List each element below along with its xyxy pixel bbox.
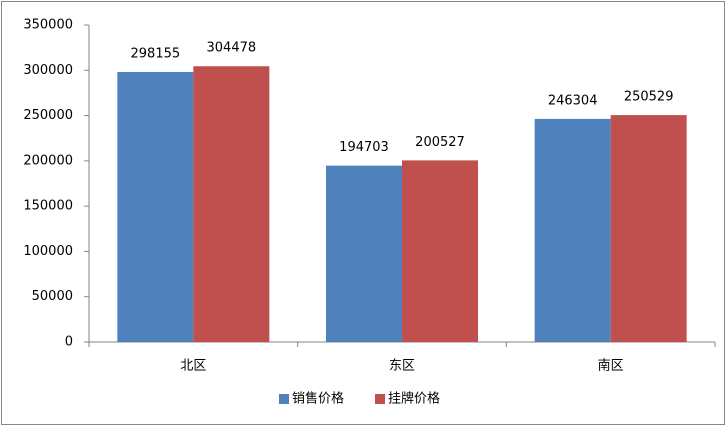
- y-tick-label: 150000: [23, 199, 73, 214]
- data-label: 298155: [131, 46, 181, 61]
- y-tick-label: 350000: [23, 18, 73, 33]
- bar: [534, 118, 611, 342]
- y-tick-label: 300000: [23, 63, 73, 78]
- legend-label: 挂牌价格: [388, 391, 440, 407]
- bar: [610, 115, 687, 342]
- y-tick-label: 50000: [32, 289, 73, 304]
- legend-label: 销售价格: [292, 391, 344, 407]
- bar: [193, 66, 270, 343]
- x-tick-label: 北区: [180, 359, 206, 374]
- bar: [326, 165, 402, 342]
- data-label: 200527: [415, 135, 465, 150]
- x-tick-label: 南区: [598, 358, 624, 374]
- y-tick-label: 200000: [23, 153, 73, 168]
- y-tick-label: 250000: [23, 108, 73, 123]
- legend-swatch: [375, 394, 385, 404]
- y-tick-label: 0: [65, 335, 73, 350]
- data-label: 246304: [548, 93, 598, 108]
- bar: [402, 160, 478, 342]
- y-tick-label: 100000: [23, 244, 73, 259]
- x-tick-label: 东区: [389, 359, 415, 374]
- data-label: 194703: [339, 140, 389, 155]
- data-label: 304478: [207, 41, 257, 56]
- data-label: 250529: [624, 90, 674, 105]
- legend-swatch: [279, 394, 289, 404]
- bar: [117, 71, 194, 342]
